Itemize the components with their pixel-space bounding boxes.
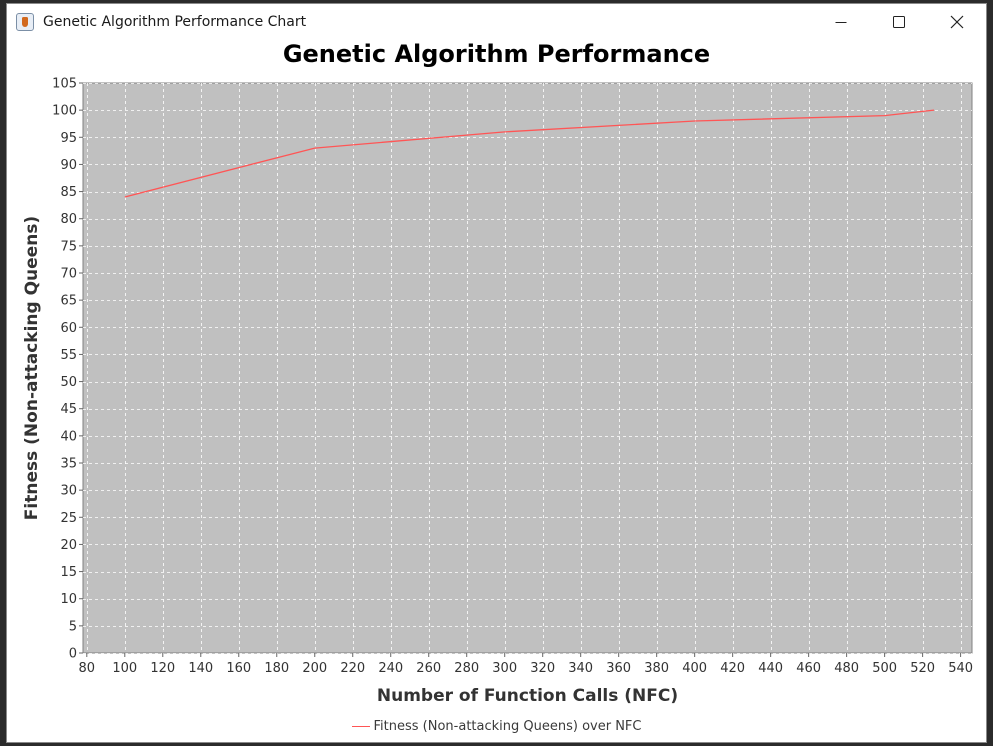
y-tick-label: 70: [60, 267, 77, 282]
y-tick-label: 10: [60, 592, 77, 607]
x-tick-label: 120: [150, 661, 175, 676]
y-tick-label: 25: [60, 511, 77, 526]
x-tick-label: 500: [872, 661, 897, 676]
y-tick-label: 40: [60, 429, 77, 444]
y-tick-label: 80: [60, 212, 77, 227]
legend-swatch: [351, 726, 370, 727]
series-line: [124, 109, 935, 198]
x-tick-label: 480: [834, 661, 859, 676]
x-tick-label: 160: [226, 661, 251, 676]
x-tick-label: 180: [264, 661, 289, 676]
y-tick-label: 100: [52, 104, 77, 119]
x-tick-label: 420: [720, 661, 745, 676]
y-tick-label: 50: [60, 375, 77, 390]
x-tick-label: 140: [188, 661, 213, 676]
minimize-button[interactable]: [812, 4, 870, 40]
x-tick-label: 260: [416, 661, 441, 676]
x-tick-label: 100: [112, 661, 137, 676]
y-tick-label: 45: [60, 402, 77, 417]
y-tick-label: 30: [60, 484, 77, 499]
y-tick-label: 60: [60, 321, 77, 336]
y-axis-label: Fitness (Non-attacking Queens): [22, 216, 42, 520]
x-tick-label: 320: [530, 661, 555, 676]
y-tick-label: 5: [69, 619, 77, 634]
maximize-button[interactable]: [870, 4, 928, 40]
x-tick-label: 240: [378, 661, 403, 676]
x-tick-label: 460: [796, 661, 821, 676]
x-tick-label: 440: [758, 661, 783, 676]
x-tick-label: 300: [492, 661, 517, 676]
java-app-icon: [16, 13, 34, 31]
x-axis-label: Number of Function Calls (NFC): [377, 686, 678, 706]
x-tick-label: 200: [302, 661, 327, 676]
x-tick-label: 380: [644, 661, 669, 676]
x-tick-label: 220: [340, 661, 365, 676]
y-tick-label: 85: [60, 185, 77, 200]
y-tick-label: 35: [60, 457, 77, 472]
chart-title: Genetic Algorithm Performance: [282, 40, 711, 68]
y-tick-label: 95: [60, 131, 77, 146]
maximize-icon: [893, 16, 905, 28]
title-bar[interactable]: Genetic Algorithm Performance Chart: [7, 4, 986, 40]
close-button[interactable]: [928, 4, 986, 40]
x-tick-label: 400: [682, 661, 707, 676]
x-tick-label: 280: [454, 661, 479, 676]
x-tick-label: 360: [606, 661, 631, 676]
x-tick-label: 540: [948, 661, 973, 676]
legend-label: Fitness (Non-attacking Queens) over NFC: [373, 719, 642, 734]
close-icon: [950, 15, 964, 29]
x-tick-label: 340: [568, 661, 593, 676]
y-tick-label: 0: [69, 647, 77, 662]
y-tick-label: 75: [60, 239, 77, 254]
x-tick-label: 80: [79, 661, 96, 676]
plot-background: [82, 82, 973, 654]
y-tick-label: 105: [52, 77, 77, 92]
chart-legend: Fitness (Non-attacking Queens) over NFC: [0, 719, 993, 734]
y-tick-label: 15: [60, 565, 77, 580]
window-title: Genetic Algorithm Performance Chart: [43, 14, 307, 30]
y-tick-label: 20: [60, 538, 77, 553]
y-tick-label: 90: [60, 158, 77, 173]
x-tick-label: 520: [910, 661, 935, 676]
minimize-icon: [835, 22, 847, 23]
y-tick-label: 65: [60, 294, 77, 309]
y-tick-label: 55: [60, 348, 77, 363]
